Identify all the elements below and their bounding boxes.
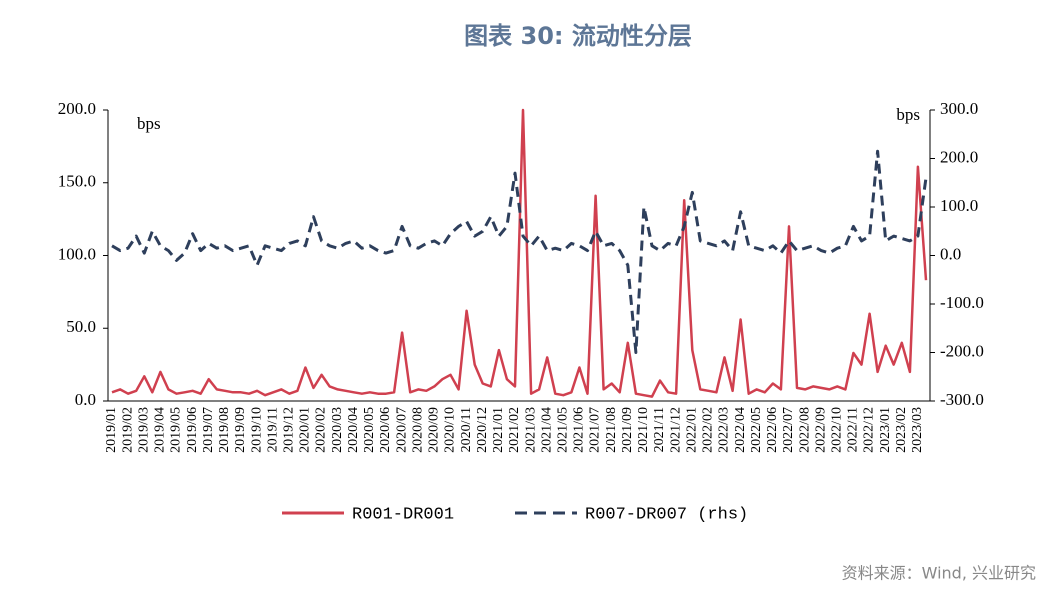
source-note: 资料来源：Wind, 兴业研究 — [842, 564, 1036, 583]
x-tick-label: 2022/07 — [781, 407, 796, 453]
x-tick-label: 2020/12 — [475, 407, 490, 453]
x-tick-label: 2021/06 — [572, 407, 587, 453]
y2-tick-label: 100.0 — [940, 196, 978, 215]
x-tick-label: 2021/11 — [652, 407, 667, 452]
x-tick-label: 2022/08 — [797, 407, 812, 453]
y-tick-label: 50.0 — [66, 317, 96, 336]
x-tick-label: 2020/07 — [394, 407, 409, 453]
legend-label: R007-DR007 (rhs) — [585, 505, 748, 524]
x-tick-label: 2020/04 — [346, 407, 361, 453]
x-tick-label: 2019/05 — [169, 407, 184, 453]
x-tick-label: 2020/09 — [427, 407, 442, 453]
x-tick-label: 2019/06 — [185, 407, 200, 453]
x-tick-label: 2019/11 — [265, 407, 280, 452]
x-tick-label: 2021/07 — [588, 407, 603, 453]
y2-axis-label: bps — [896, 105, 920, 124]
series-line — [111, 108, 928, 398]
x-tick-label: 2019/02 — [120, 407, 135, 453]
x-tick-label: 2019/09 — [233, 407, 248, 453]
x-tick-label: 2023/03 — [910, 407, 925, 453]
y2-tick-label: 300.0 — [940, 99, 978, 118]
y-tick-label: 100.0 — [58, 244, 96, 263]
x-tick-label: 2021/03 — [523, 407, 538, 453]
x-tick-label: 2020/10 — [443, 407, 458, 453]
x-tick-label: 2020/08 — [410, 407, 425, 453]
x-tick-label: 2019/04 — [153, 407, 168, 453]
x-tick-label: 2022/04 — [733, 407, 748, 453]
x-tick-label: 2022/02 — [701, 407, 716, 453]
x-tick-label: 2021/12 — [668, 407, 683, 453]
x-tick-label: 2022/05 — [749, 407, 764, 453]
y-tick-label: 150.0 — [58, 172, 96, 191]
x-tick-label: 2020/11 — [459, 407, 474, 452]
x-tick-label: 2020/03 — [330, 407, 345, 453]
x-tick-label: 2023/01 — [878, 407, 893, 453]
x-tick-label: 2022/03 — [717, 407, 732, 453]
chart-title: 图表 30: 流动性分层 — [464, 22, 692, 50]
y2-tick-label: -300.0 — [940, 390, 984, 409]
x-tick-label: 2019/12 — [282, 407, 297, 453]
x-tick-label: 2021/10 — [636, 407, 651, 453]
x-tick-label: 2022/01 — [684, 407, 699, 453]
x-tick-label: 2019/08 — [217, 407, 232, 453]
x-tick-label: 2022/09 — [813, 407, 828, 453]
y-tick-label: 0.0 — [75, 390, 96, 409]
x-tick-label: 2019/03 — [136, 407, 151, 453]
x-tick-label: 2019/07 — [201, 407, 216, 453]
x-tick-label: 2020/02 — [314, 407, 329, 453]
x-tick-label: 2022/06 — [765, 407, 780, 453]
y2-tick-label: 200.0 — [940, 147, 978, 166]
x-tick-label: 2020/01 — [298, 407, 313, 453]
y-axis-label: bps — [137, 114, 161, 133]
y2-tick-label: 0.0 — [940, 244, 961, 263]
x-tick-label: 2021/09 — [620, 407, 635, 453]
x-tick-label: 2022/12 — [862, 407, 877, 453]
x-tick-label: 2019/01 — [104, 407, 119, 453]
x-tick-label: 2020/06 — [378, 407, 393, 453]
x-tick-label: 2021/01 — [491, 407, 506, 453]
x-tick-label: 2020/05 — [362, 407, 377, 453]
x-tick-label: 2021/05 — [556, 407, 571, 453]
x-tick-label: 2021/08 — [604, 407, 619, 453]
y-tick-label: 200.0 — [58, 99, 96, 118]
y2-tick-label: -200.0 — [940, 341, 984, 360]
x-tick-label: 2022/11 — [846, 407, 861, 452]
series-line — [111, 149, 928, 354]
x-tick-label: 2021/04 — [539, 407, 554, 453]
x-tick-label: 2021/02 — [507, 407, 522, 453]
x-tick-label: 2022/10 — [830, 407, 845, 453]
y2-tick-label: -100.0 — [940, 293, 984, 312]
x-tick-label: 2023/02 — [894, 407, 909, 453]
x-tick-label: 2019/10 — [249, 407, 264, 453]
legend-label: R001-DR001 — [352, 505, 454, 524]
